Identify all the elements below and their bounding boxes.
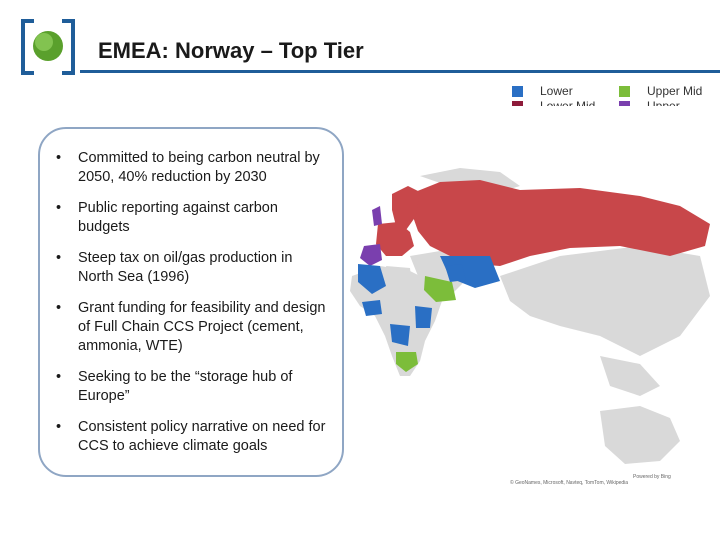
map-land-africa bbox=[350, 266, 442, 376]
bullet-dot: • bbox=[56, 150, 62, 166]
title-underline bbox=[80, 70, 720, 73]
map-iberia bbox=[360, 244, 382, 266]
bullet-item: • Seeking to be the “storage hub of Europ… bbox=[40, 368, 340, 406]
bullet-text: Public reporting against carbon budgets bbox=[78, 200, 278, 235]
page-title: EMEA: Norway – Top Tier bbox=[98, 38, 364, 63]
map-scandinavia bbox=[392, 186, 420, 230]
legend-label: Upper Mid bbox=[647, 84, 703, 98]
bullet-item: • Consistent policy narrative on need for… bbox=[40, 418, 340, 456]
legend-swatch bbox=[619, 86, 630, 97]
bullet-item: • Public reporting against carbon budgets bbox=[40, 199, 340, 237]
bullet-text: Committed to being carbon neutral by 205… bbox=[78, 150, 320, 185]
bullet-item: • Committed to being carbon neutral by 20… bbox=[40, 149, 340, 187]
bullet-dot: • bbox=[56, 369, 62, 385]
map-southern-africa bbox=[396, 352, 418, 372]
map-land-asia-south bbox=[500, 246, 710, 356]
map-west-africa-1 bbox=[362, 300, 382, 316]
map-saudi-arabia bbox=[424, 276, 456, 302]
bullet-text: Grant funding for feasibility and design… bbox=[78, 300, 326, 354]
legend-swatch bbox=[512, 86, 523, 97]
map-russia bbox=[410, 180, 710, 266]
map-copyright: © GeoNames, Microsoft, Navteq, TomTom, W… bbox=[510, 480, 629, 486]
map-land-australia bbox=[600, 406, 680, 464]
map-north-africa-west bbox=[358, 264, 386, 294]
bullet-dot: • bbox=[56, 200, 62, 216]
map-graphic bbox=[350, 168, 710, 464]
map-central-africa bbox=[390, 324, 410, 346]
legend-label: Lower bbox=[540, 84, 573, 98]
map-powered-by: Powered by Bing bbox=[633, 474, 671, 480]
company-logo bbox=[21, 19, 75, 75]
map-east-africa bbox=[415, 306, 432, 328]
map-north-africa-east bbox=[386, 266, 412, 290]
bullet-text: Consistent policy narrative on need for … bbox=[78, 419, 326, 454]
bullet-text: Seeking to be the “storage hub of Europe… bbox=[78, 369, 293, 404]
bullet-dot: • bbox=[56, 300, 62, 316]
map-land-southeast-asia bbox=[600, 356, 660, 396]
policy-bullets-panel: • Committed to being carbon neutral by 20… bbox=[38, 127, 344, 477]
bullet-dot: • bbox=[56, 250, 62, 266]
bullet-item: • Grant funding for feasibility and desig… bbox=[40, 299, 340, 356]
bullet-text: Steep tax on oil/gas production in North… bbox=[78, 250, 293, 285]
bullet-dot: • bbox=[56, 419, 62, 435]
policy-bullet-list: • Committed to being carbon neutral by 20… bbox=[40, 149, 340, 468]
map-middle-east-blue bbox=[445, 264, 466, 282]
bullet-item: • Steep tax on oil/gas production in Nort… bbox=[40, 249, 340, 287]
map-uk bbox=[372, 206, 382, 226]
map-western-europe bbox=[376, 222, 414, 256]
